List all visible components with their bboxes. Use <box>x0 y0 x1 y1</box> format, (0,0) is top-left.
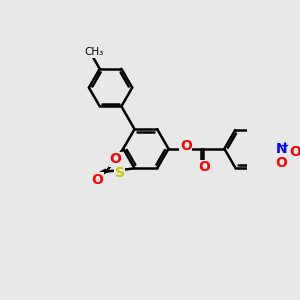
Text: O: O <box>290 146 300 160</box>
Text: S: S <box>115 166 125 180</box>
Text: N: N <box>275 142 287 156</box>
Text: O: O <box>91 172 103 187</box>
Text: ⁻: ⁻ <box>298 147 300 157</box>
Text: O: O <box>198 160 210 174</box>
Text: +: + <box>280 141 289 151</box>
Text: O: O <box>180 139 192 153</box>
Text: CH₃: CH₃ <box>84 47 104 57</box>
Text: O: O <box>109 152 121 167</box>
Text: O: O <box>275 156 287 170</box>
